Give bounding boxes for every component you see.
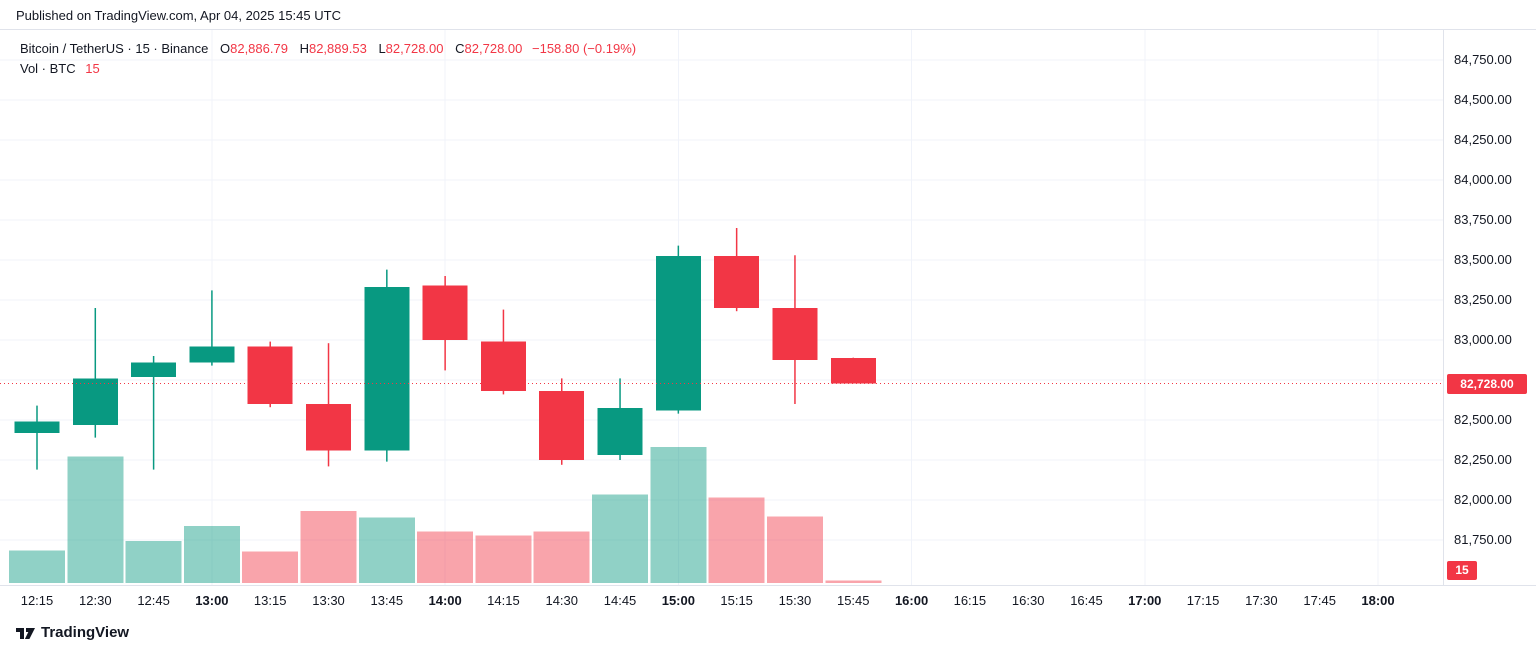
time-axis-label: 16:15 xyxy=(953,593,987,608)
candle-body xyxy=(422,285,468,340)
volume-bar xyxy=(766,516,823,583)
time-axis-label: 14:45 xyxy=(603,593,637,608)
price-tick-label: 84,750.00 xyxy=(1454,52,1512,67)
tradingview-logo-icon xyxy=(16,625,35,640)
volume-label[interactable]: Vol · BTC xyxy=(20,61,76,76)
footer: TradingView xyxy=(0,613,1536,653)
time-axis-label: 12:30 xyxy=(79,593,112,608)
tradingview-logo[interactable]: TradingView xyxy=(16,624,129,641)
price-tick-label: 81,750.00 xyxy=(1454,532,1512,547)
open-label: O xyxy=(219,41,231,56)
volume-bar xyxy=(592,494,649,583)
brand-text: TradingView xyxy=(41,624,130,641)
price-tick-label: 82,000.00 xyxy=(1454,492,1512,507)
close-value: 82,728.00 xyxy=(464,41,523,56)
volume-bar xyxy=(417,531,474,583)
candle-body xyxy=(772,308,818,360)
time-axis-label: 18:00 xyxy=(1361,593,1395,608)
candle-body xyxy=(131,362,177,377)
time-axis-label: 16:45 xyxy=(1070,593,1103,608)
legend-symbol-row: Bitcoin / TetherUS · 15 · Binance O82,88… xyxy=(20,39,636,59)
high-value: 82,889.53 xyxy=(308,41,367,56)
last-price-tag: 82,728.00 xyxy=(1447,373,1527,394)
time-axis-label: 17:00 xyxy=(1128,593,1162,608)
volume-bar xyxy=(533,531,590,583)
candle-body xyxy=(480,341,526,392)
volume-bar xyxy=(358,517,415,583)
candle-body xyxy=(306,404,352,451)
time-axis-label: 15:00 xyxy=(661,593,695,608)
legend-volume-row: Vol · BTC 15 xyxy=(20,59,636,79)
candlestick-chart[interactable] xyxy=(0,30,1443,585)
low-value: 82,728.00 xyxy=(385,41,444,56)
time-axis-label: 17:30 xyxy=(1245,593,1278,608)
publish-bar: Published on TradingView.com, Apr 04, 20… xyxy=(0,0,1536,30)
time-axis-label: 13:30 xyxy=(312,593,345,608)
time-axis-label: 12:15 xyxy=(20,593,54,608)
time-axis-label: 14:00 xyxy=(428,593,462,608)
volume-value-tag: 15 xyxy=(1447,561,1477,580)
price-tick-label: 83,500.00 xyxy=(1454,252,1512,267)
candle-body xyxy=(597,408,643,456)
candle-body xyxy=(714,256,760,308)
volume-bar xyxy=(9,550,65,583)
time-axis-label: 14:15 xyxy=(487,593,520,608)
chart-legend: Bitcoin / TetherUS · 15 · Binance O82,88… xyxy=(20,39,636,79)
time-axis-label: 13:45 xyxy=(370,593,404,608)
candle-body xyxy=(189,346,235,363)
volume-bar xyxy=(475,535,532,583)
price-tick-label: 82,250.00 xyxy=(1454,452,1512,467)
time-axis-label: 15:45 xyxy=(836,593,870,608)
volume-bar xyxy=(650,447,707,583)
price-tick-label: 82,500.00 xyxy=(1454,412,1512,427)
time-axis-label: 14:30 xyxy=(545,593,579,608)
candle-body xyxy=(655,256,701,411)
time-axis-label: 16:00 xyxy=(894,593,929,608)
volume-bar xyxy=(708,497,765,583)
time-axis-label: 12:45 xyxy=(137,593,170,608)
symbol-title[interactable]: Bitcoin / TetherUS · 15 · Binance xyxy=(20,41,209,56)
price-tick-label: 83,750.00 xyxy=(1454,212,1512,227)
time-axis-label: 17:15 xyxy=(1186,593,1220,608)
volume-value: 15 xyxy=(85,61,100,76)
price-tick-label: 83,250.00 xyxy=(1454,292,1512,307)
volume-bar xyxy=(125,540,182,583)
change-value: −158.80 (−0.19%) xyxy=(532,41,637,56)
time-axis-label: 17:45 xyxy=(1303,593,1336,608)
time-axis-label: 15:15 xyxy=(720,593,753,608)
time-axis-label: 13:15 xyxy=(253,593,287,608)
volume-bar xyxy=(825,580,882,583)
candle-body xyxy=(14,421,60,433)
volume-bar xyxy=(67,456,124,583)
volume-bar xyxy=(183,525,240,583)
close-label: C xyxy=(455,41,465,56)
candle-body xyxy=(364,287,410,451)
chart-pane[interactable] xyxy=(0,30,1443,585)
candle-body xyxy=(72,378,118,425)
publish-text: Published on TradingView.com, Apr 04, 20… xyxy=(16,8,341,23)
price-axis[interactable]: 82,728.00 15 84,750.00 84,500.00 84,250.00… xyxy=(1443,30,1536,585)
time-axis[interactable]: 12:15 12:30 12:45 13:00 13:15 13:30 13:45 14:00… xyxy=(0,585,1536,613)
high-label: H xyxy=(299,41,309,56)
candle-body xyxy=(539,391,585,460)
open-value: 82,886.79 xyxy=(230,41,288,56)
price-tick-label: 84,250.00 xyxy=(1454,132,1512,147)
low-label: L xyxy=(378,41,386,56)
time-axis-label: 16:30 xyxy=(1011,593,1045,608)
time-axis-label: 13:00 xyxy=(195,593,229,608)
price-tick-label: 84,500.00 xyxy=(1454,92,1512,107)
price-tick-label: 84,000.00 xyxy=(1454,172,1512,187)
candle-body xyxy=(830,358,876,384)
volume-bar xyxy=(300,510,357,583)
volume-bar xyxy=(242,551,299,583)
candle-body xyxy=(247,346,293,404)
time-axis-label: 15:30 xyxy=(778,593,812,608)
price-tick-label: 83,000.00 xyxy=(1454,332,1512,347)
